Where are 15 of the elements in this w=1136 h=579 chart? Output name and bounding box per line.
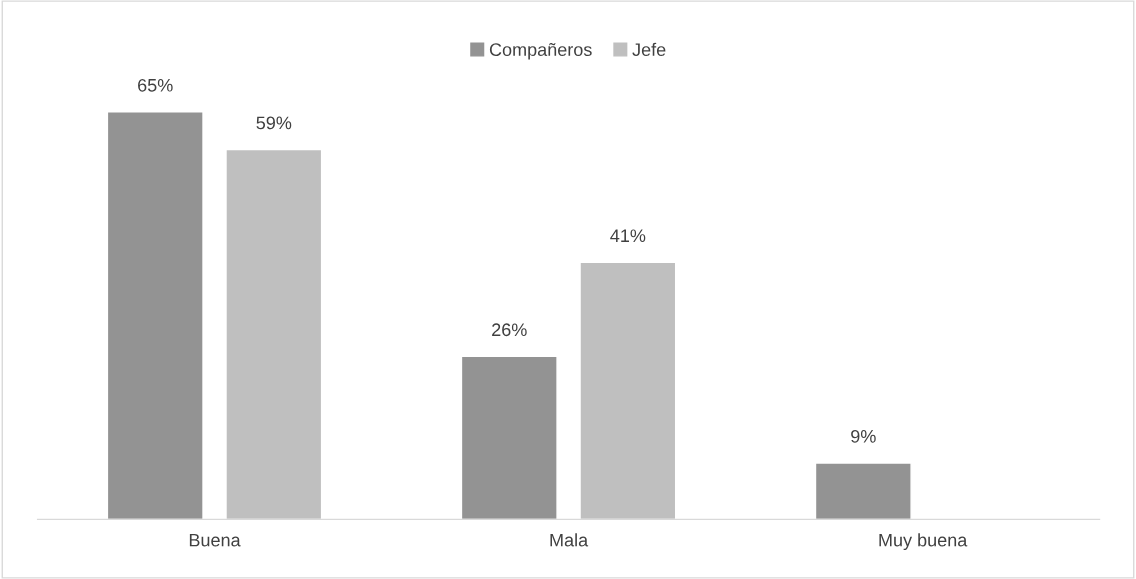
legend-label: Jefe	[632, 42, 666, 57]
bar	[460, 355, 558, 520]
bar	[814, 462, 912, 520]
data-label: 9%	[851, 429, 876, 443]
x-tick-label: Buena	[189, 533, 241, 547]
legend-label: Compañeros	[489, 42, 592, 60]
data-label: 65%	[138, 78, 173, 92]
bar	[579, 261, 677, 520]
data-label: 59%	[256, 116, 292, 130]
x-tick-label: Mala	[550, 533, 589, 547]
data-label: 41%	[610, 229, 646, 243]
bar	[106, 111, 204, 520]
x-tick-label: Muy buena	[879, 533, 968, 551]
bar	[225, 148, 323, 520]
data-label: 26%	[492, 323, 527, 337]
